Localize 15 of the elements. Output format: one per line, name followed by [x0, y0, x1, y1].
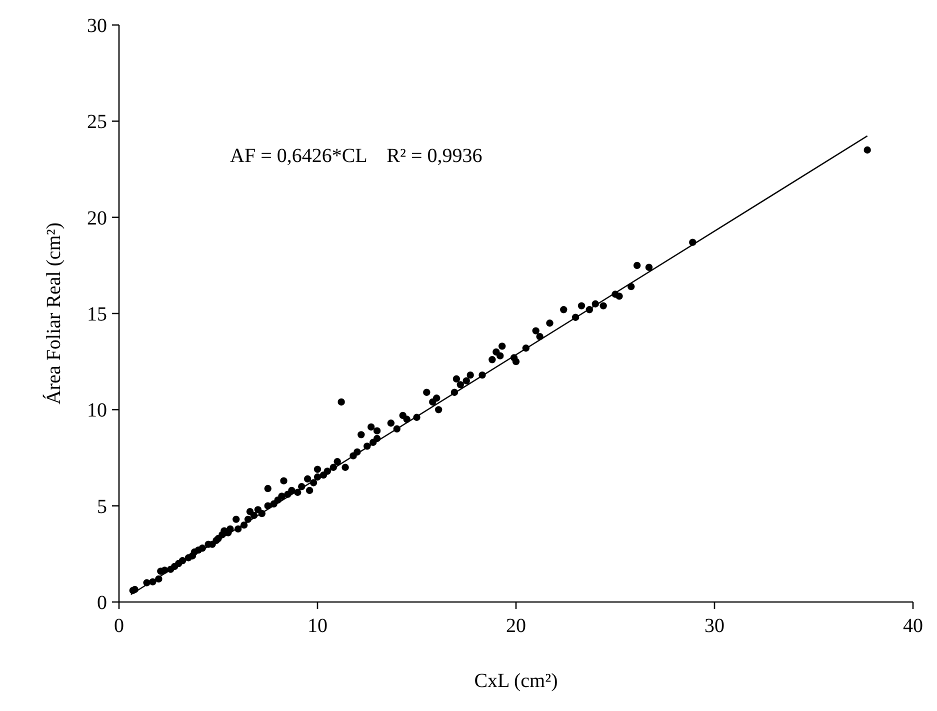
y-tick-label: 30: [87, 15, 107, 37]
x-tick-label: 20: [506, 615, 526, 637]
y-tick-label: 25: [87, 111, 107, 134]
y-tick-label: 20: [87, 207, 107, 230]
x-tick-label: 30: [704, 615, 724, 637]
x-tick-label: 40: [903, 615, 923, 637]
x-axis-title: CxL (cm²): [474, 670, 558, 692]
y-axis-title: Área Foliar Real (cm²): [42, 222, 65, 405]
x-tick-label: 0: [114, 615, 124, 637]
y-tick-label: 15: [87, 304, 107, 326]
y-tick-label: 10: [87, 400, 107, 422]
y-tick-label: 0: [97, 592, 107, 614]
annotation: AF = 0,6426*CL R² = 0,9936: [230, 145, 482, 167]
x-tick-label: 10: [308, 615, 328, 637]
y-tick-label: 5: [97, 496, 107, 518]
